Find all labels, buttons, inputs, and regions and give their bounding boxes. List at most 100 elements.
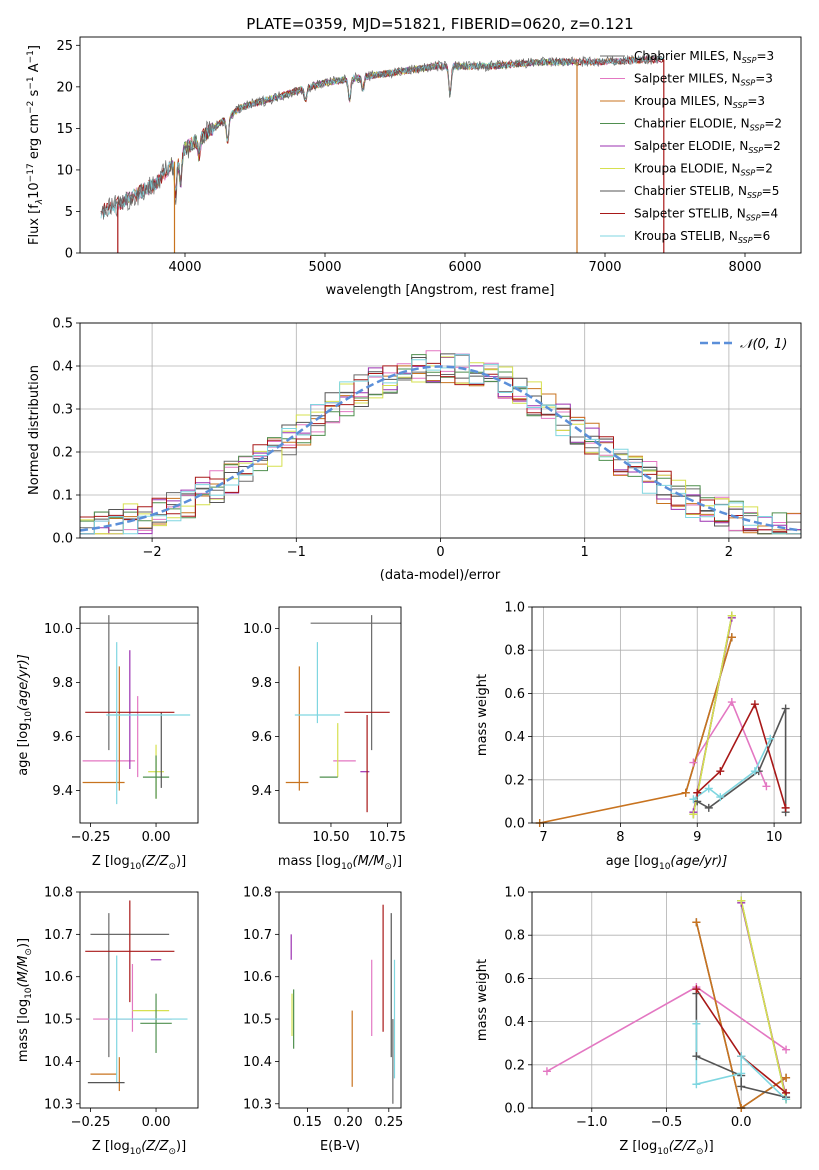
normal-curve [80, 365, 801, 532]
y-tick-label: 0.2 [504, 773, 525, 788]
y-tick-label: 0 [65, 247, 73, 262]
age-vs-mass-panel: 10.50 10.75 9.4 9.6 9.8 10.0 mass [log10(M/M⊙)… [243, 606, 406, 872]
label-part: (age/yr)] [16, 654, 31, 711]
plot-area [290, 904, 396, 1104]
legend-label: Salpeter MILES, NSSP=3 [634, 72, 773, 88]
plot-area [80, 615, 198, 805]
y-tick-label: 10.3 [44, 1097, 73, 1112]
x-tick-label: 0.20 [334, 1115, 363, 1130]
spectrum-line [100, 54, 661, 220]
weight-marker [704, 803, 713, 812]
label-part: )] [16, 938, 31, 948]
label-part: erg cm [27, 114, 42, 163]
axes-frame [278, 891, 402, 1109]
label-part: Flux [f [27, 204, 42, 245]
label-part: E(B-V) [320, 1139, 360, 1154]
label-part: ⊙ [384, 862, 392, 872]
legend-label: 𝒩(0, 1) [740, 337, 787, 352]
axes-frame [79, 322, 802, 539]
weight-marker [704, 784, 713, 793]
y-tick-label: 0.6 [504, 972, 525, 987]
y-tick-label: 0.4 [504, 1015, 525, 1030]
label-part: N [739, 139, 748, 153]
label-part: age [log [16, 723, 31, 776]
axes-frame [531, 891, 802, 1109]
label-part: =3 [747, 94, 765, 108]
y-tick-label: 9.6 [52, 730, 73, 745]
weight-marker [782, 1095, 791, 1104]
y-tick-label: 10.4 [243, 1055, 272, 1070]
label-part: Chabrier ELODIE, [634, 117, 741, 131]
weight-marker [692, 985, 701, 994]
label-part: mass [log [16, 999, 31, 1062]
y-tick-label: 10.7 [44, 928, 73, 943]
x-tick-label: 9 [693, 830, 701, 845]
x-tick-label: 0.0 [731, 1115, 752, 1130]
x-tick-label: 0.00 [142, 830, 171, 845]
weight-marker [727, 698, 736, 707]
label-part: Salpeter MILES, [634, 72, 732, 86]
plot-area [285, 615, 401, 813]
label-part: (Z/Z [141, 1139, 169, 1154]
legend-label: Chabrier MILES, NSSP=3 [634, 49, 774, 65]
y-tick-label: 5 [65, 205, 73, 220]
y-tick-label: 0.6 [504, 687, 525, 702]
x-tick-label: 4000 [168, 260, 201, 275]
weight-marker [727, 611, 736, 620]
y-tick-label: 10.0 [243, 622, 272, 637]
y-axis-label: mass [log10(M/M⊙)] [16, 938, 34, 1062]
label-part: 10 [657, 1147, 669, 1157]
legend-label: Chabrier STELIB, NSSP=5 [634, 184, 779, 200]
y-tick-label: 0.2 [52, 446, 73, 461]
label-part: =2 [764, 117, 782, 131]
axes-frame [79, 606, 199, 824]
label-part: SSP [750, 124, 765, 133]
label-part: SSP [741, 169, 756, 178]
x-axis-label: wavelength [Angstrom, rest frame] [326, 283, 555, 298]
weight-marker [689, 758, 698, 767]
label-part: Kroupa STELIB, [634, 229, 729, 243]
weight-marker [737, 896, 746, 905]
y-tick-label: 0.0 [52, 532, 73, 547]
label-part: Salpeter ELODIE, [634, 139, 739, 153]
weight-marker [766, 734, 775, 743]
label-part: N [737, 207, 746, 221]
y-tick-label: 0.8 [504, 929, 525, 944]
y-tick-label: 10.8 [44, 886, 73, 901]
axes-frame [79, 36, 802, 254]
legend-label: Kroupa ELODIE, NSSP=2 [634, 162, 773, 178]
weight-marker [737, 1082, 746, 1091]
y-tick-label: 0.4 [504, 730, 525, 745]
y-tick-label: 9.6 [251, 730, 272, 745]
weight-marker [689, 810, 698, 819]
weight-marker [681, 788, 690, 797]
y-tick-label: 0.3 [52, 403, 73, 418]
x-tick-label: 10.75 [369, 830, 406, 845]
label-part: Z [log [619, 1139, 657, 1154]
weight-marker [692, 1080, 701, 1089]
y-tick-label: 10.3 [243, 1097, 272, 1112]
x-tick-label: −0.25 [71, 830, 111, 845]
residual-panel: −2 −1 0 1 2 0.0 0.1 0.2 0.3 0.4 0.5 𝒩(0, 1) (data-mo… [27, 317, 802, 583]
weight-marker [727, 633, 736, 642]
y-axis-label: age [log10(age/yr)] [16, 654, 34, 776]
x-tick-label: 8000 [728, 260, 761, 275]
y-tick-label: 0.8 [504, 644, 525, 659]
weight-marker [716, 793, 725, 802]
x-axis-label: Z [log10(Z/Z⊙)] [92, 1139, 186, 1157]
y-tick-label: 10.6 [44, 970, 73, 985]
plot-area [80, 350, 801, 535]
y-tick-label: 10.6 [243, 970, 272, 985]
x-tick-label: 5000 [308, 260, 341, 275]
y-tick-label: 0.0 [504, 1102, 525, 1117]
label-part: SSP [746, 214, 761, 223]
label-part: Chabrier STELIB, [634, 184, 738, 198]
label-part: =3 [756, 49, 774, 63]
y-tick-label: 1.0 [504, 886, 525, 901]
weight-marker [737, 1069, 746, 1078]
legend-label: Chabrier ELODIE, NSSP=2 [634, 117, 782, 133]
label-part: Kroupa ELODIE, [634, 162, 732, 176]
weight-line [696, 702, 787, 809]
weight-marker [782, 1045, 791, 1054]
